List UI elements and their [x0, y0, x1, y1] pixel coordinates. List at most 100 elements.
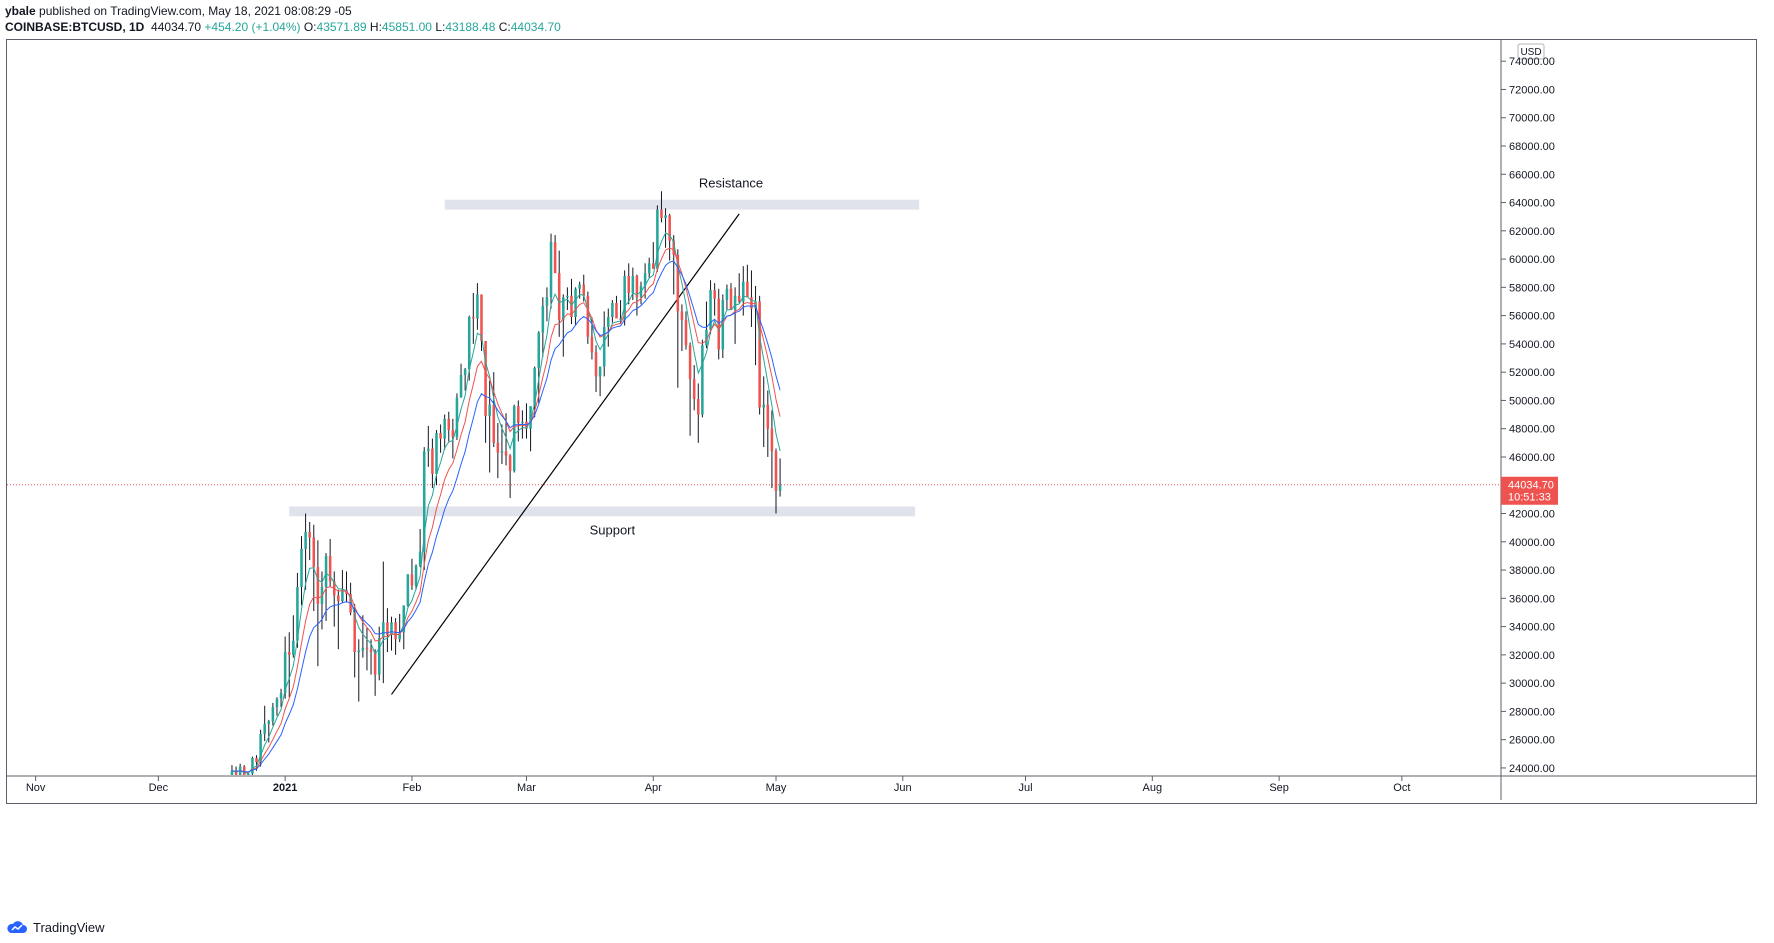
x-tick-label: Oct — [1393, 782, 1410, 794]
candle-body — [664, 215, 667, 219]
y-tick-label: 30000.00 — [1509, 678, 1555, 690]
candle-body — [459, 374, 463, 398]
candle-body — [402, 605, 406, 633]
candle-body — [414, 565, 418, 586]
x-tick-label: Aug — [1143, 782, 1163, 794]
price-change: +454.20 (+1.04%) — [204, 20, 301, 34]
tradingview-logo[interactable]: TradingView — [6, 917, 105, 937]
candle-body — [373, 652, 377, 675]
currency-badge — [1517, 43, 1545, 60]
last-price: 44034.70 — [151, 20, 202, 34]
symbol-name[interactable]: COINBASE:BTCUSD, 1D — [5, 20, 145, 34]
candle-body — [615, 302, 618, 319]
candle-body — [435, 432, 438, 474]
y-tick-label: 28000.00 — [1509, 706, 1555, 718]
candle-body — [643, 273, 647, 286]
candle-body — [574, 288, 577, 318]
candle-body — [692, 379, 696, 400]
candle-body — [746, 281, 749, 298]
author-name[interactable]: ybale — [5, 4, 36, 18]
candle-body — [607, 317, 610, 327]
low-value: 43188.48 — [445, 20, 496, 34]
zone-support — [289, 506, 916, 517]
candle-body — [729, 288, 733, 310]
low-label: L: — [435, 20, 446, 34]
zone-resistance — [444, 199, 920, 210]
candle-body — [496, 442, 500, 453]
candle-body — [504, 451, 508, 456]
y-tick-label: 52000.00 — [1509, 367, 1555, 379]
candle-body — [631, 276, 635, 294]
candle-body — [721, 300, 725, 350]
candle-body — [287, 652, 291, 655]
candle-body — [427, 448, 430, 452]
y-tick-label: 64000.00 — [1509, 198, 1555, 210]
candle-body — [365, 647, 369, 650]
candle-body — [774, 451, 778, 491]
candle-body — [676, 254, 680, 312]
ema-slow-line — [231, 260, 781, 773]
y-tick-label: 34000.00 — [1509, 622, 1555, 634]
y-tick-label: 66000.00 — [1509, 169, 1555, 181]
candle-body — [341, 589, 344, 602]
ema-fast-line — [231, 232, 781, 774]
candle-body — [512, 406, 516, 472]
candle-body — [770, 428, 774, 452]
close-value: 44034.70 — [510, 20, 561, 34]
candle-body — [324, 555, 328, 588]
candle-body — [627, 276, 631, 294]
y-tick-label: 42000.00 — [1509, 509, 1555, 521]
trendline — [391, 213, 740, 695]
candle-body — [672, 240, 676, 255]
close-label: C: — [498, 20, 511, 34]
last-price-label: 44034.70 — [1508, 480, 1554, 492]
candle-body — [533, 367, 536, 407]
candle-body — [439, 432, 442, 439]
y-tick-label: 46000.00 — [1509, 452, 1555, 464]
candle-body — [733, 295, 737, 310]
candle-body — [529, 406, 532, 429]
candle-body — [382, 622, 385, 638]
candle-body — [308, 531, 311, 538]
candle-body — [549, 242, 553, 298]
candle-body — [480, 294, 483, 342]
candle-body — [766, 404, 770, 429]
candle-body — [697, 399, 700, 415]
candle-body — [484, 341, 487, 416]
candle-body — [688, 345, 692, 380]
candle-body — [337, 595, 340, 602]
publish-text: published on TradingView.com, May 18, 20… — [39, 4, 352, 18]
candle-body — [537, 332, 541, 368]
candle-body — [660, 209, 663, 219]
x-tick-label: Apr — [645, 782, 662, 794]
candle-body — [647, 263, 651, 274]
candle-body — [263, 724, 266, 735]
candle-body — [590, 336, 594, 353]
candle-body — [701, 345, 704, 415]
countdown-label: 10:51:33 — [1508, 492, 1551, 504]
candle-body — [570, 295, 573, 318]
candle-body — [717, 298, 720, 350]
candle-body — [557, 273, 561, 320]
y-tick-label: 32000.00 — [1509, 650, 1555, 662]
y-tick-label: 36000.00 — [1509, 593, 1555, 605]
candle-body — [267, 721, 271, 725]
x-tick-label: Mar — [517, 782, 536, 794]
candle-body — [328, 555, 332, 582]
candle-body — [635, 276, 639, 298]
candle-body — [598, 366, 602, 377]
x-tick-label: May — [766, 782, 787, 794]
open-value: 43571.89 — [316, 20, 367, 34]
candle-body — [750, 297, 753, 309]
candle-body — [713, 290, 716, 299]
candle-body — [357, 650, 361, 653]
y-tick-label: 56000.00 — [1509, 311, 1555, 323]
candle-body — [398, 632, 401, 640]
candle-body — [463, 369, 467, 375]
candle-body — [594, 352, 598, 377]
y-tick-label: 26000.00 — [1509, 735, 1555, 747]
chart-frame[interactable] — [6, 39, 1757, 804]
candle-body — [742, 281, 745, 302]
candle-body — [623, 276, 626, 320]
